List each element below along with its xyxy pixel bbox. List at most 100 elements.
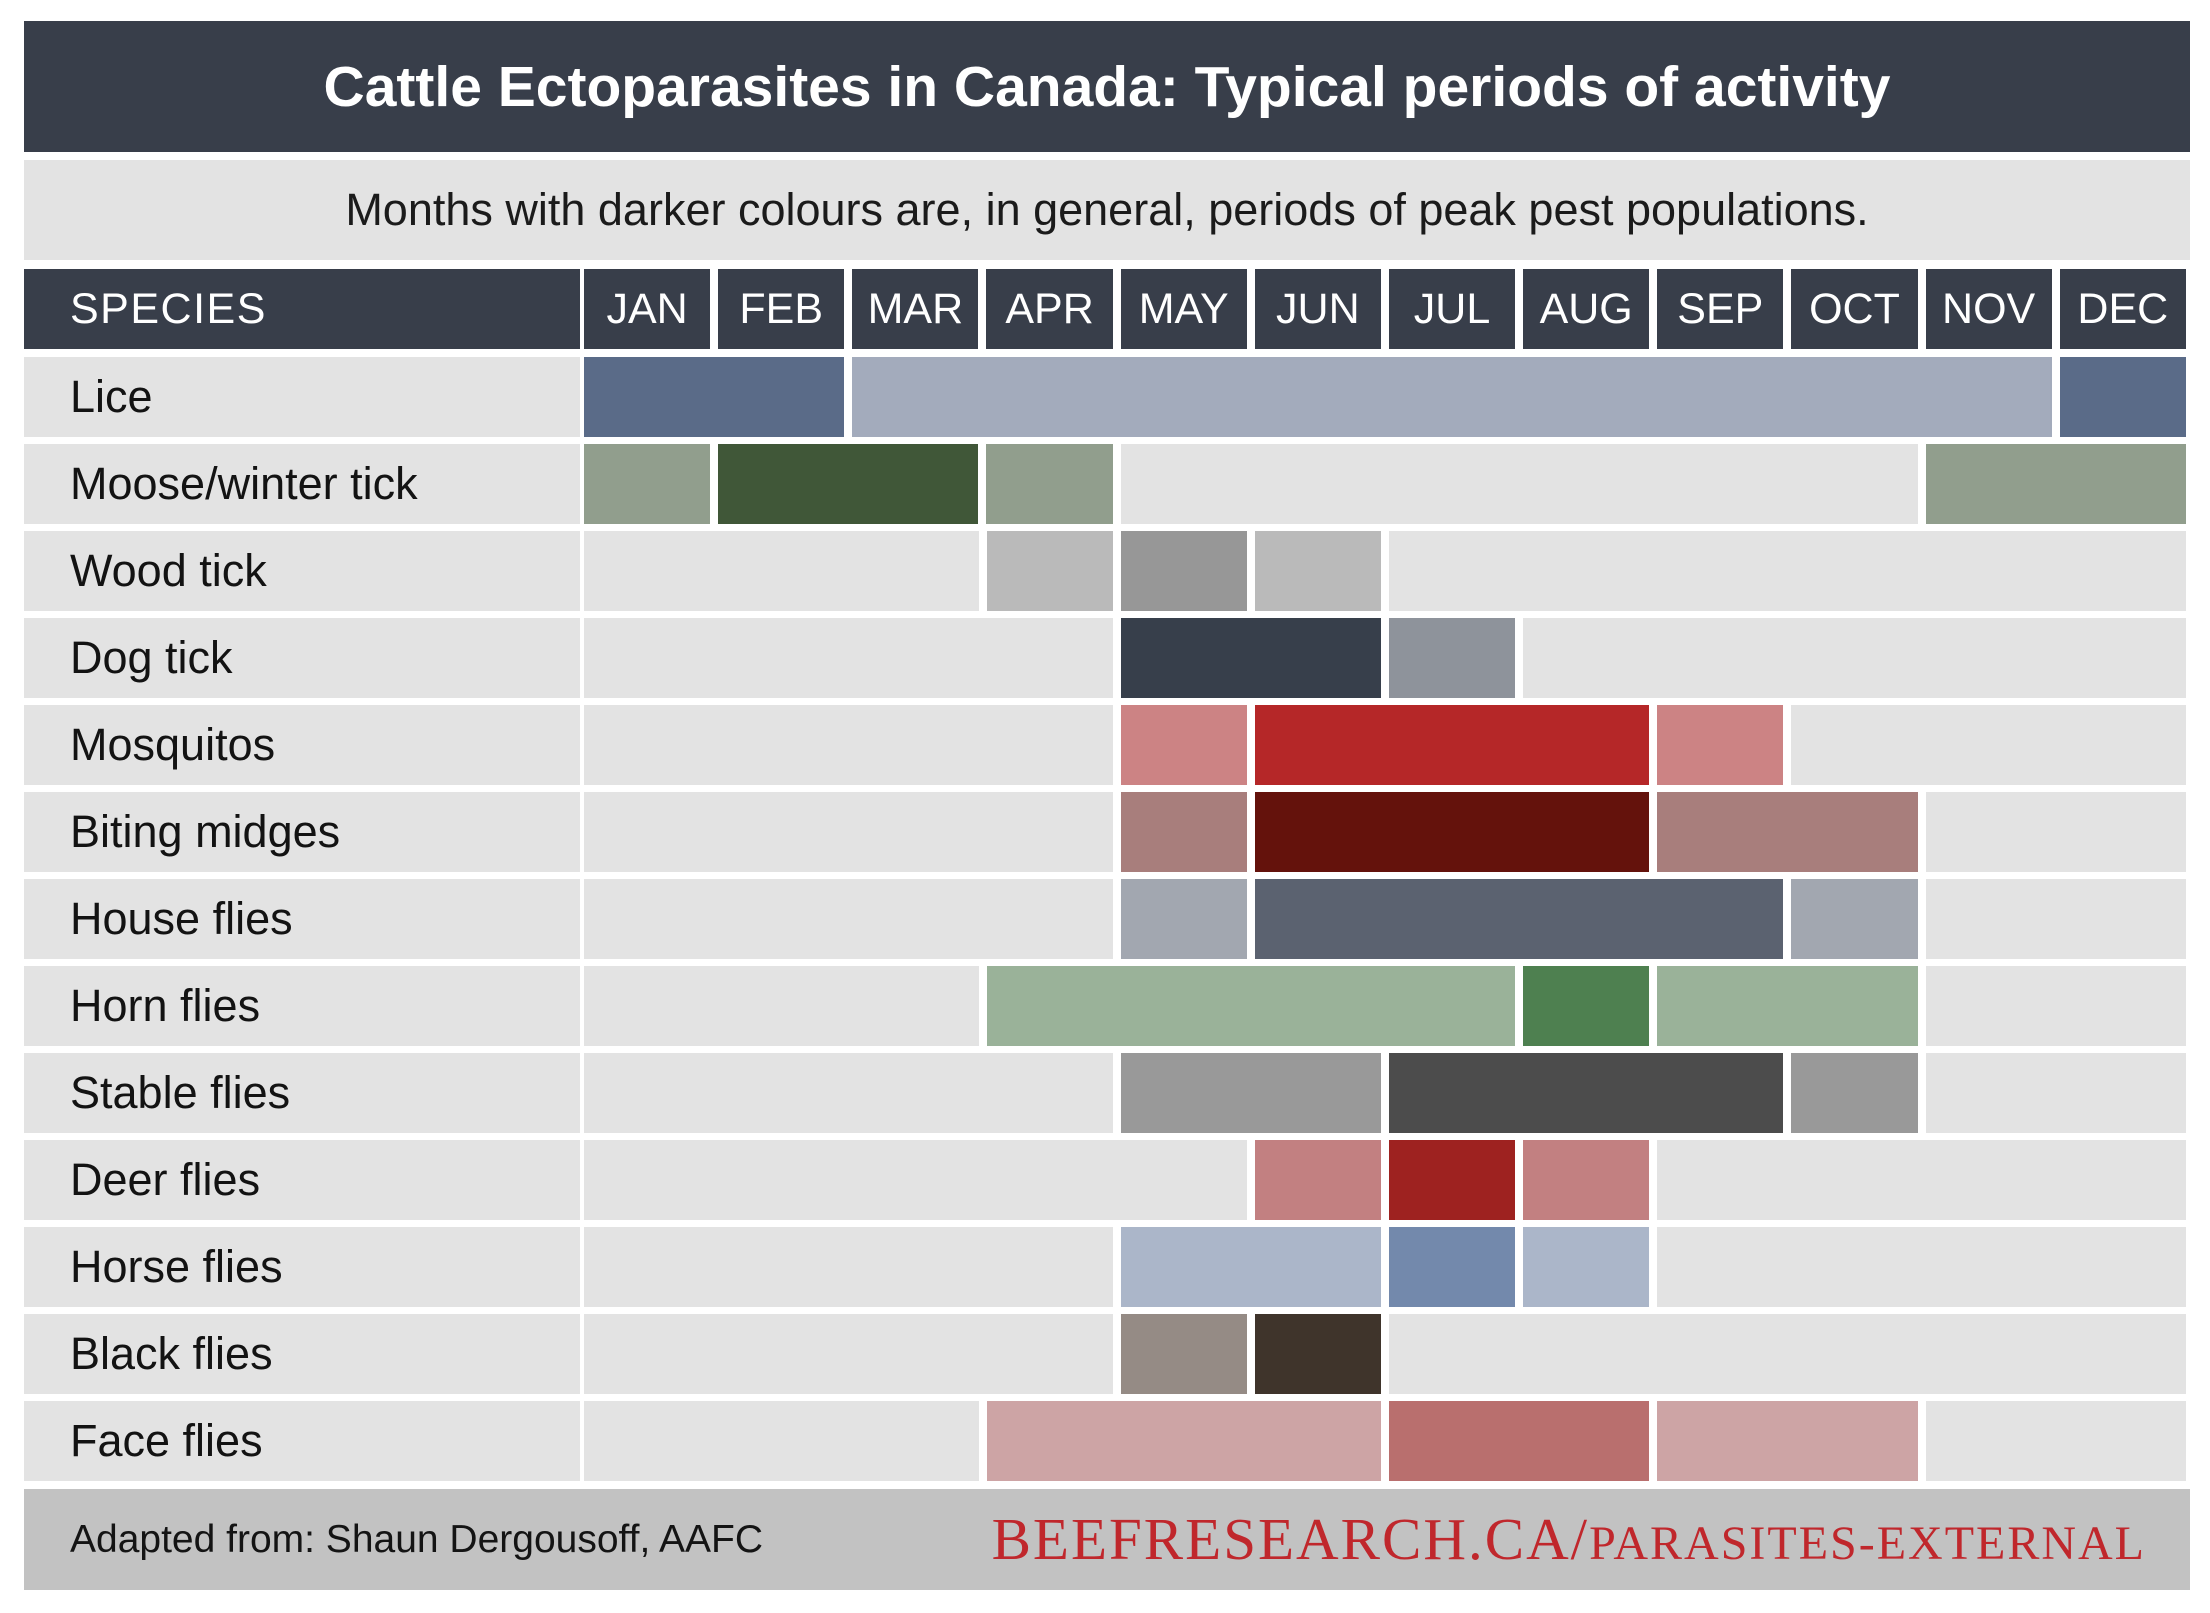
month-header-apr: APR xyxy=(982,269,1117,349)
inactive-span xyxy=(1921,792,2190,872)
peak-activity-bar xyxy=(1384,1227,1520,1307)
month-header-feb: FEB xyxy=(714,269,849,349)
table-row: Biting midges xyxy=(24,792,2190,872)
activity-track xyxy=(580,1227,2190,1307)
table-row: Face flies xyxy=(24,1401,2190,1481)
peak-activity-bar xyxy=(2055,357,2190,437)
activity-bar xyxy=(580,444,715,524)
activity-track xyxy=(580,444,2190,524)
activity-bar xyxy=(1519,1227,1654,1307)
activity-track xyxy=(580,1314,2190,1394)
inactive-span xyxy=(1519,618,2190,698)
inactive-span xyxy=(1653,1227,2190,1307)
activity-bar xyxy=(1116,705,1251,785)
activity-bar xyxy=(1384,618,1520,698)
inactive-span xyxy=(580,1053,1117,1133)
activity-bar xyxy=(1519,1140,1654,1220)
table-row: Deer flies xyxy=(24,1140,2190,1220)
page-title: Cattle Ectoparasites in Canada: Typical … xyxy=(24,21,2190,152)
activity-bar xyxy=(848,357,2056,437)
month-header-sep: SEP xyxy=(1653,269,1788,349)
activity-bar xyxy=(982,966,1520,1046)
activity-bar xyxy=(1653,792,1922,872)
activity-bar xyxy=(1116,879,1251,959)
inactive-span xyxy=(580,1314,1117,1394)
table-row: Black flies xyxy=(24,1314,2190,1394)
species-label: Deer flies xyxy=(24,1140,580,1220)
activity-bar xyxy=(1653,1401,1922,1481)
chart-rows: Lice Moose/winter tick Wood tick Dog tick Mo… xyxy=(24,357,2190,1481)
peak-activity-bar xyxy=(580,357,849,437)
inactive-span xyxy=(580,705,1117,785)
peak-activity-bar xyxy=(1384,1140,1520,1220)
peak-activity-bar xyxy=(1250,705,1654,785)
activity-bar xyxy=(1653,705,1788,785)
month-header-oct: OCT xyxy=(1787,269,1922,349)
species-label: Horn flies xyxy=(24,966,580,1046)
activity-bar xyxy=(1250,531,1385,611)
activity-track xyxy=(580,1053,2190,1133)
activity-bar xyxy=(1116,1227,1385,1307)
activity-track xyxy=(580,705,2190,785)
inactive-span xyxy=(1787,705,2190,785)
table-row: Mosquitos xyxy=(24,705,2190,785)
activity-track xyxy=(580,1401,2190,1481)
inactive-span xyxy=(1116,444,1922,524)
inactive-span xyxy=(580,879,1117,959)
month-header-jun: JUN xyxy=(1250,269,1385,349)
species-column-header: SPECIES xyxy=(24,269,580,349)
activity-bar xyxy=(982,444,1117,524)
content-area: Cattle Ectoparasites in Canada: Typical … xyxy=(24,21,2190,1590)
peak-activity-bar xyxy=(1116,531,1251,611)
peak-activity-bar xyxy=(1250,792,1654,872)
peak-activity-bar xyxy=(1250,1314,1385,1394)
inactive-span xyxy=(1653,1140,2190,1220)
month-header-mar: MAR xyxy=(848,269,983,349)
species-label: Black flies xyxy=(24,1314,580,1394)
month-header-nov: NOV xyxy=(1921,269,2056,349)
peak-activity-bar xyxy=(1385,1401,1654,1481)
activity-bar xyxy=(1653,966,1922,1046)
table-row: Lice xyxy=(24,357,2190,437)
table-row: Horse flies xyxy=(24,1227,2190,1307)
species-label: Biting midges xyxy=(24,792,580,872)
table-row: Stable flies xyxy=(24,1053,2190,1133)
activity-bar xyxy=(1116,1053,1385,1133)
activity-bar xyxy=(1116,1314,1251,1394)
table-row: Horn flies xyxy=(24,966,2190,1046)
inactive-span xyxy=(1384,1314,2190,1394)
table-row: Moose/winter tick xyxy=(24,444,2190,524)
legend-note: Months with darker colours are, in gener… xyxy=(24,160,2190,260)
inactive-span xyxy=(580,531,983,611)
month-header-aug: AUG xyxy=(1519,269,1654,349)
month-header-dec: DEC xyxy=(2055,269,2190,349)
peak-activity-bar xyxy=(1116,618,1385,698)
activity-track xyxy=(580,966,2190,1046)
peak-activity-bar xyxy=(1384,1053,1788,1133)
species-label: House flies xyxy=(24,879,580,959)
inactive-span xyxy=(1921,879,2190,959)
activity-track xyxy=(580,879,2190,959)
inactive-span xyxy=(580,1401,983,1481)
activity-bar xyxy=(1921,444,2190,524)
credit-text: Adapted from: Shaun Dergousoff, AAFC xyxy=(70,1517,764,1561)
inactive-span xyxy=(580,792,1117,872)
species-label: Lice xyxy=(24,357,580,437)
source-url: BEEFRESEARCH.CA/PARASITES-EXTERNAL xyxy=(992,1505,2146,1574)
month-header-jan: JAN xyxy=(580,269,715,349)
table-row: House flies xyxy=(24,879,2190,959)
inactive-span xyxy=(580,966,983,1046)
activity-bar xyxy=(982,1401,1385,1481)
activity-track xyxy=(580,618,2190,698)
activity-bar xyxy=(982,531,1117,611)
activity-track xyxy=(580,1140,2190,1220)
inactive-span xyxy=(1384,531,2190,611)
month-header-may: MAY xyxy=(1116,269,1251,349)
month-headers: JAN FEB MAR APR MAY JUN JUL AUG SEP OCT NOV DEC xyxy=(580,269,2190,349)
peak-activity-bar xyxy=(1250,879,1788,959)
activity-bar xyxy=(1250,1140,1385,1220)
inactive-span xyxy=(580,1227,1117,1307)
species-label: Stable flies xyxy=(24,1053,580,1133)
species-label: Dog tick xyxy=(24,618,580,698)
